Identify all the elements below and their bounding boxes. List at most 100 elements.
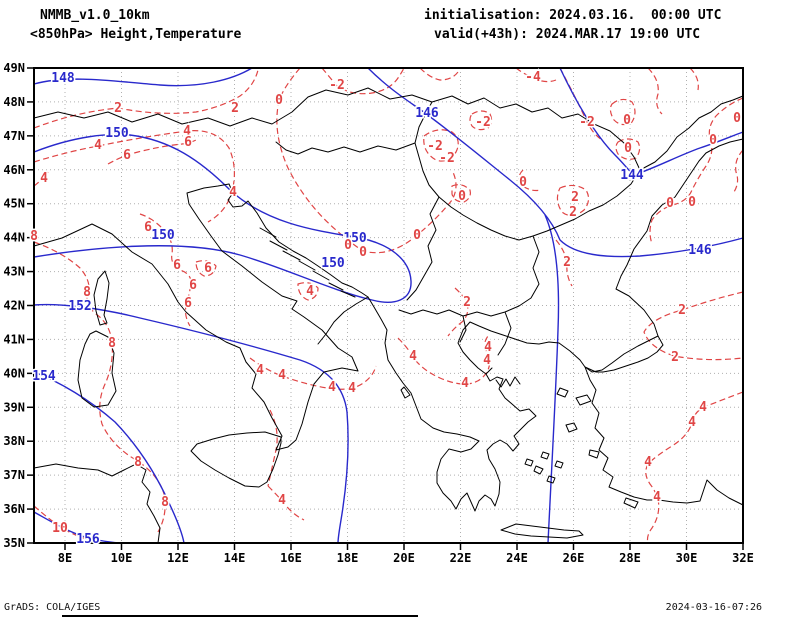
lon-tick-label: 30E [676,551,698,565]
coastline-north-greece [462,321,659,373]
temperature-contour-label: 6 [184,296,192,311]
temperature-contour-label: 0 [709,133,717,148]
border-carpathia [414,95,641,241]
temperature-contour-label: 4 [688,415,696,430]
lon-tick-label: 28E [619,551,641,565]
lon-tick-label: 32E [732,551,754,565]
temperature-contour-label: 4 [328,380,336,395]
lat-tick-label: 44N [3,231,25,245]
coastline-sicily [190,431,282,488]
temp-contour [689,67,699,91]
temperature-contour-label: 2 [671,350,679,365]
temperature-contour-label: 2 [678,303,686,318]
temperature-contour-label: 0 [344,238,352,253]
height-contour-144 [559,67,744,176]
title-field: <850hPa> Height,Temperature [30,27,242,42]
temperature-contour-label: 2 [231,101,239,116]
coastline-black-sea [615,138,744,337]
temp-contour [515,67,557,83]
temp-contour [33,69,259,129]
temperature-contour-label: 0 [623,113,631,128]
temperature-contour-label: 4 [278,493,286,508]
temp-contour [447,287,469,337]
temperature-contour-label: 6 [204,261,212,276]
temp-contour [139,213,192,327]
height-contour-label: 150 [151,228,175,243]
height-contour-148-aegean [544,214,560,544]
temperature-contour-label: 0 [413,228,421,243]
temperature-contour-label: 4 [644,455,652,470]
temperature-contour-label: 8 [108,336,116,351]
temp-contour [615,138,641,160]
temperature-contour-label: -4 [525,70,541,85]
border-bulgaria [398,235,540,356]
temperature-contour-label: 2 [569,205,577,220]
temperature-contour-label: 4 [484,340,492,355]
temp-contour [267,485,305,521]
lon-tick-label: 22E [450,551,472,565]
temperature-contour-label: 6 [144,220,152,235]
lat-tick-label: 42N [3,299,25,313]
lat-tick-label: 45N [3,197,25,211]
generation-timestamp: 2024-03-16-07:26 [665,602,762,613]
temperature-contour-label: 6 [189,278,197,293]
height-contour-148 [33,67,253,87]
border-northeast [639,95,744,171]
temperature-contour-label: 2 [563,255,571,270]
temperature-contour-label: 0 [733,111,741,126]
map-frame [33,67,744,544]
temperature-contour-label: 8 [161,495,169,510]
temperature-contour-label: 0 [666,196,674,211]
temp-contour [423,129,459,162]
temperature-contour-label: 10 [52,521,68,536]
temp-contour [555,239,573,287]
coastline-dalmatia [227,183,480,442]
coastline-crete [500,523,584,539]
temp-contour [556,184,590,217]
lat-tick-label: 47N [3,129,25,143]
temp-contour [469,110,493,131]
temperature-contour-layer [33,67,744,544]
height-contour-label: 156 [76,532,100,547]
temperature-contour-label: 4 [306,284,314,299]
temp-contour [559,67,603,141]
lat-tick-label: 40N [3,366,25,380]
height-contour-label: 150 [343,231,367,246]
coastline-chalkidiki [485,367,521,388]
temp-contour [518,169,542,192]
temperature-contour-label: -2 [579,115,595,130]
temp-contour [419,67,459,81]
temperature-contour-label: 0 [359,245,367,260]
height-contour-label: 152 [68,299,91,314]
border-central [275,141,416,155]
lat-tick-label: 43N [3,265,25,279]
height-contour-label: 148 [51,71,75,86]
title-model: NMMB_v1.0_10km [40,8,150,23]
temp-contour [297,282,319,301]
temperature-contour-label: 4 [409,349,417,364]
coastline-turkey-aegean [584,366,744,506]
height-contour-146 [367,67,744,258]
temperature-contour-label: -2 [475,115,491,130]
lat-tick-label: 46N [3,163,25,177]
temperature-contour-label: 2 [571,190,579,205]
coastline-corsica [93,270,110,326]
temperature-contour-label: 4 [256,363,264,378]
temp-contour [276,67,457,254]
lat-tick-label: 41N [3,332,25,346]
title-initialisation: initialisation: 2024.03.16. 00:00 UTC [424,8,722,23]
coastline-greece [436,329,537,512]
height-contour-label: 150 [321,256,345,271]
temperature-contour-label: 0 [688,195,696,210]
title-valid-time: valid(+43h): 2024.MAR.17 19:00 UTC [434,27,701,42]
temperature-contour-label: 4 [461,376,469,391]
height-contour-152 [33,303,349,544]
temp-contour [33,130,235,223]
temp-contour [195,260,217,277]
temperature-contour-label: 4 [94,138,102,153]
temperature-contour-label: -2 [439,151,455,166]
lat-tick-label: 36N [3,502,25,516]
